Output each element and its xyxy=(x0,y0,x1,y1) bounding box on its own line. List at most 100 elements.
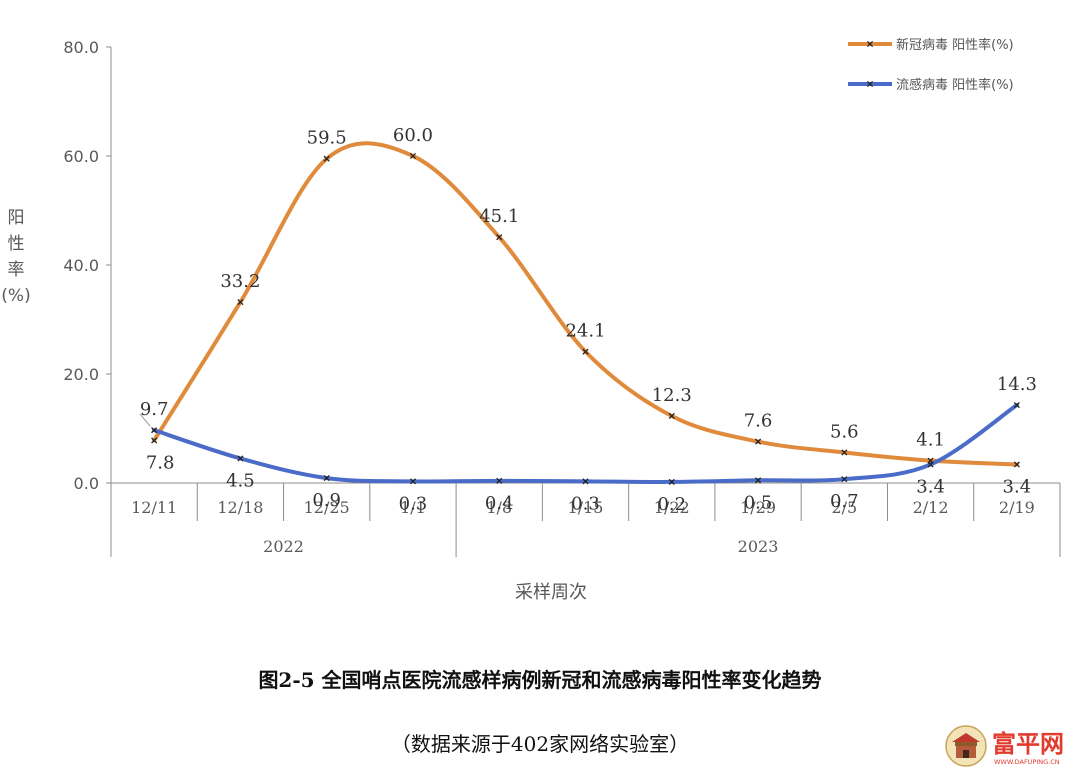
data-point-marker xyxy=(496,477,503,484)
marker-stroke xyxy=(582,348,589,355)
x-tick-label: 2/19 xyxy=(999,498,1035,517)
x-axis-title: 采样周次 xyxy=(515,582,587,603)
marker-stroke xyxy=(409,152,417,160)
data-label: 3.4 xyxy=(916,476,945,497)
data-label: 7.6 xyxy=(744,411,773,432)
y-tick-label: 40.0 xyxy=(63,256,99,275)
x-tick-label: 1/22 xyxy=(654,498,690,517)
data-label: 24.1 xyxy=(565,321,605,342)
marker-stroke xyxy=(754,477,762,484)
y-tick-label: 20.0 xyxy=(63,365,99,384)
data-label: 4.5 xyxy=(226,470,255,491)
gate-emblem-icon xyxy=(945,725,987,767)
marker-stroke xyxy=(323,155,330,162)
data-point-marker xyxy=(409,152,417,160)
watermark-subtext: WWW.DAFUPING.CN xyxy=(994,758,1060,766)
data-point-marker xyxy=(323,155,330,162)
data-label: 0.9 xyxy=(312,490,341,511)
data-label-leader xyxy=(139,413,151,427)
data-label: 9.7 xyxy=(140,399,169,420)
marker-stroke xyxy=(496,477,503,484)
marker-stroke xyxy=(323,475,330,482)
legend-marker-stroke xyxy=(866,40,874,48)
data-label: 4.1 xyxy=(916,430,945,451)
data-point-marker xyxy=(582,348,589,355)
data-label: 60.0 xyxy=(393,125,433,146)
marker-stroke xyxy=(841,476,848,483)
x-tick-label: 12/18 xyxy=(217,498,263,517)
data-point-marker xyxy=(668,412,675,420)
series-line-1 xyxy=(152,141,1019,467)
marker-stroke xyxy=(582,478,589,485)
x-tick-label: 1/1 xyxy=(400,498,426,517)
x-tick-label: 1/8 xyxy=(486,498,512,517)
data-label: 45.1 xyxy=(479,206,519,227)
data-point-marker xyxy=(151,427,158,434)
data-point-marker xyxy=(237,299,244,306)
data-point-marker xyxy=(668,478,675,485)
data-point-marker xyxy=(237,455,244,462)
marker-stroke xyxy=(151,427,158,434)
data-point-marker xyxy=(496,234,503,241)
data-label: 14.3 xyxy=(997,374,1037,395)
y-tick-label: 60.0 xyxy=(63,147,99,166)
data-point-marker xyxy=(754,438,762,445)
data-label: 59.5 xyxy=(307,128,347,149)
marker-stroke xyxy=(409,478,417,485)
data-label: 0.2 xyxy=(657,494,686,515)
legend-label-1: 新冠病毒 阳性率(%) xyxy=(896,37,1014,53)
x-tick-label: 2/5 xyxy=(831,498,857,517)
watermark-text: 富平网 xyxy=(992,730,1064,758)
data-label: 7.8 xyxy=(146,452,175,473)
figure-caption: 图2-5 全国哨点医院流感样病例新冠和流感病毒阳性率变化趋势 xyxy=(258,668,822,692)
data-label: 3.4 xyxy=(1003,476,1032,497)
figure-source-note: （数据来源于402家网络实验室） xyxy=(390,732,690,756)
data-label: 5.6 xyxy=(830,421,859,442)
marker-stroke xyxy=(754,438,762,445)
y-axis-title: 阳性率(%) xyxy=(1,208,30,306)
x-tick-label: 12/11 xyxy=(131,498,177,517)
data-label: 0.4 xyxy=(485,493,514,514)
marker-stroke xyxy=(496,234,503,241)
data-point-marker xyxy=(323,475,330,482)
data-point-marker xyxy=(1013,402,1020,409)
marker-stroke xyxy=(841,449,848,456)
data-point-marker xyxy=(754,477,762,484)
data-point-marker xyxy=(409,478,417,485)
data-label: 0.3 xyxy=(399,493,428,514)
data-point-marker xyxy=(1013,461,1020,468)
marker-stroke xyxy=(927,461,934,468)
marker-stroke xyxy=(1013,402,1020,409)
data-point-marker xyxy=(151,437,158,444)
data-label: 0.3 xyxy=(571,493,600,514)
data-label: 0.5 xyxy=(744,492,773,513)
x-group-label: 2022 xyxy=(263,537,304,556)
marker-stroke xyxy=(237,299,244,306)
x-tick-label: 1/29 xyxy=(740,498,776,517)
x-tick-label: 1/15 xyxy=(568,498,604,517)
data-point-marker xyxy=(841,476,848,483)
marker-stroke xyxy=(237,455,244,462)
legend-label-2: 流感病毒 阳性率(%) xyxy=(896,77,1014,93)
legend-marker-stroke xyxy=(866,80,874,88)
data-label: 0.7 xyxy=(830,491,859,512)
y-tick-label: 0.0 xyxy=(74,474,99,493)
axes: 0.0 20.0 40.0 60.0 80.0 12/11 12/18 12/25 1/1 1/8… xyxy=(1,38,1061,603)
x-tick-label: 2/12 xyxy=(913,498,949,517)
data-point-marker xyxy=(841,449,848,456)
marker-stroke xyxy=(1013,461,1020,468)
data-labels: 7.8 33.2 59.5 60.0 45.1 24.1 12.3 7.6 5.6 4.1 3.4 9… xyxy=(139,125,1037,515)
site-logo: 富平网 WWW.DAFUPING.CN xyxy=(945,725,1064,767)
x-group-label: 2023 xyxy=(738,537,779,556)
marker-stroke xyxy=(668,412,675,420)
data-label: 33.2 xyxy=(220,271,260,292)
series-lines xyxy=(152,141,1019,484)
series-markers xyxy=(151,152,1020,485)
data-point-marker xyxy=(927,461,934,468)
y-tick-label: 80.0 xyxy=(63,38,99,57)
marker-stroke xyxy=(151,437,158,444)
x-tick-label: 12/25 xyxy=(304,498,350,517)
marker-stroke xyxy=(668,478,675,485)
legend: 新冠病毒 阳性率(%) 流感病毒 阳性率(%) xyxy=(848,37,1014,93)
